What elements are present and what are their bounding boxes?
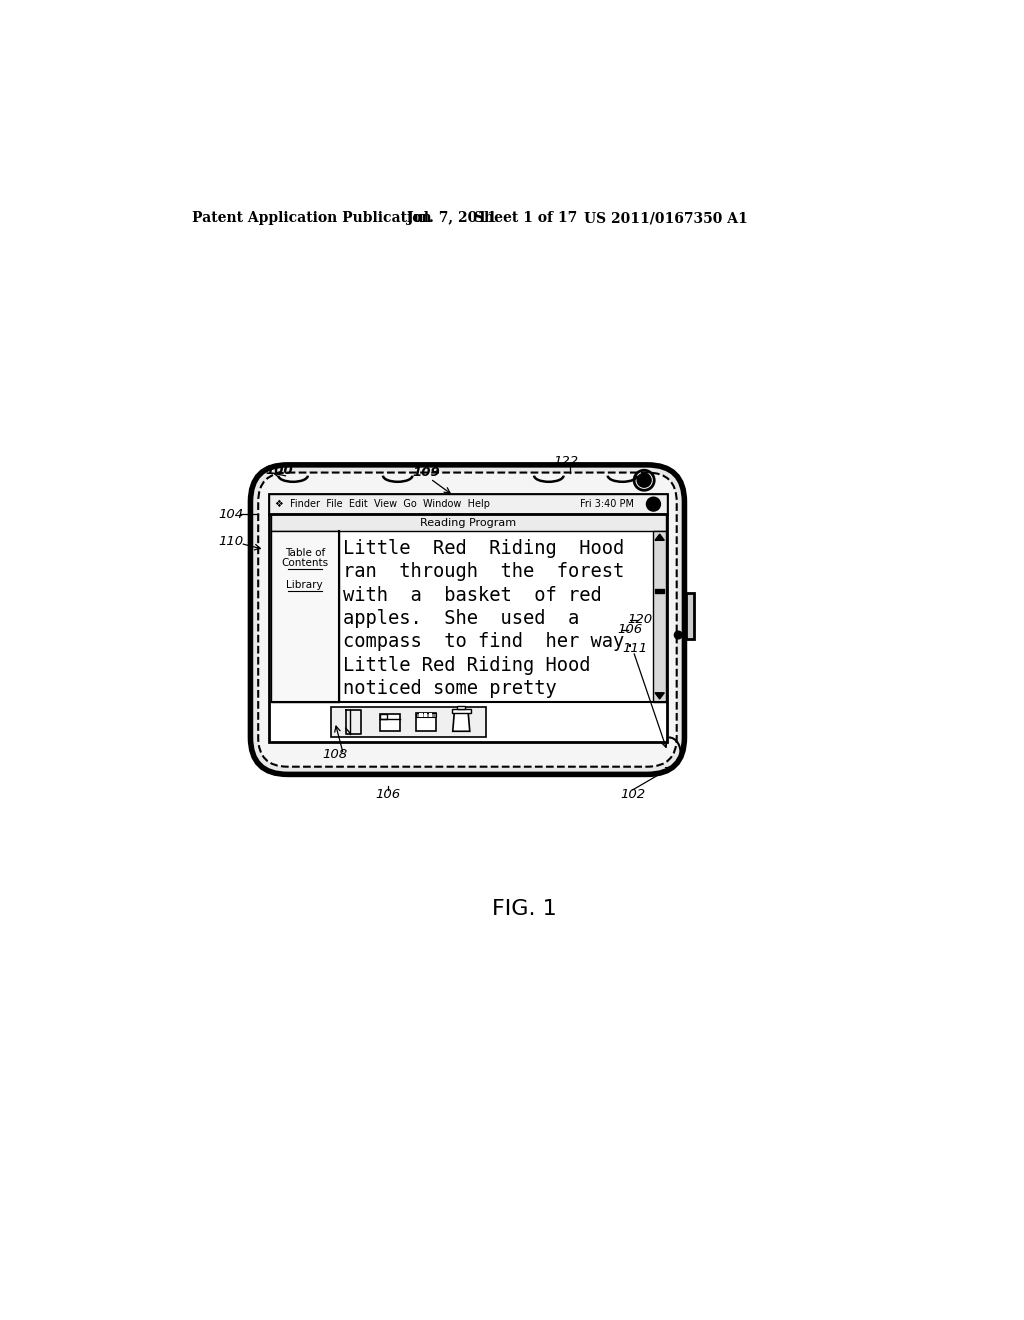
Text: noticed some pretty: noticed some pretty [343,680,556,698]
Circle shape [637,474,651,487]
Circle shape [675,631,682,639]
Text: Sheet 1 of 17: Sheet 1 of 17 [474,211,578,226]
Bar [270,531,339,702]
Polygon shape [416,713,435,718]
Text: Patent Application Publication: Patent Application Publication [191,211,431,226]
Text: Little Red Riding Hood: Little Red Riding Hood [343,656,590,675]
Polygon shape [429,713,432,718]
Bar [270,515,666,531]
Text: ran  through  the  forest: ran through the forest [343,562,624,581]
Text: Little  Red  Riding  Hood: Little Red Riding Hood [343,539,624,558]
Text: FIG. 1: FIG. 1 [493,899,557,919]
Text: 104: 104 [218,508,244,520]
Bar [269,494,668,742]
Polygon shape [380,714,387,719]
Bar [653,531,666,702]
Text: 109: 109 [413,466,440,479]
Bar [331,706,486,738]
Text: 120: 120 [627,612,652,626]
Text: 110: 110 [218,536,244,548]
Text: 102: 102 [621,788,646,801]
Text: Library: Library [287,579,323,590]
FancyBboxPatch shape [251,465,684,775]
FancyBboxPatch shape [258,473,677,767]
Polygon shape [452,709,471,713]
Polygon shape [424,713,427,718]
Text: 100: 100 [265,463,293,477]
Text: Table of: Table of [285,548,325,557]
Bar [269,494,668,515]
Polygon shape [420,713,423,718]
Text: 122: 122 [553,454,579,467]
Text: Reading Program: Reading Program [420,517,516,528]
Text: Fri 3:40 PM: Fri 3:40 PM [580,499,634,510]
Text: US 2011/0167350 A1: US 2011/0167350 A1 [584,211,748,226]
Text: 111: 111 [623,643,647,656]
Polygon shape [380,714,400,731]
Bar [686,593,693,639]
Text: with  a  basket  of red: with a basket of red [343,586,601,605]
Text: 108: 108 [323,748,347,760]
Text: 106: 106 [376,788,401,801]
Text: Contents: Contents [282,558,329,569]
Text: compass  to find  her way.: compass to find her way. [343,632,635,652]
Text: apples.  She  used  a: apples. She used a [343,609,579,628]
Circle shape [646,498,660,511]
Polygon shape [453,713,470,731]
Text: 106: 106 [617,623,643,636]
Polygon shape [416,713,435,731]
Polygon shape [458,706,465,709]
Polygon shape [655,535,665,540]
Text: ❖  Finder  File  Edit  View  Go  Window  Help: ❖ Finder File Edit View Go Window Help [275,499,490,510]
Text: Jul. 7, 2011: Jul. 7, 2011 [407,211,497,226]
Polygon shape [655,693,665,700]
